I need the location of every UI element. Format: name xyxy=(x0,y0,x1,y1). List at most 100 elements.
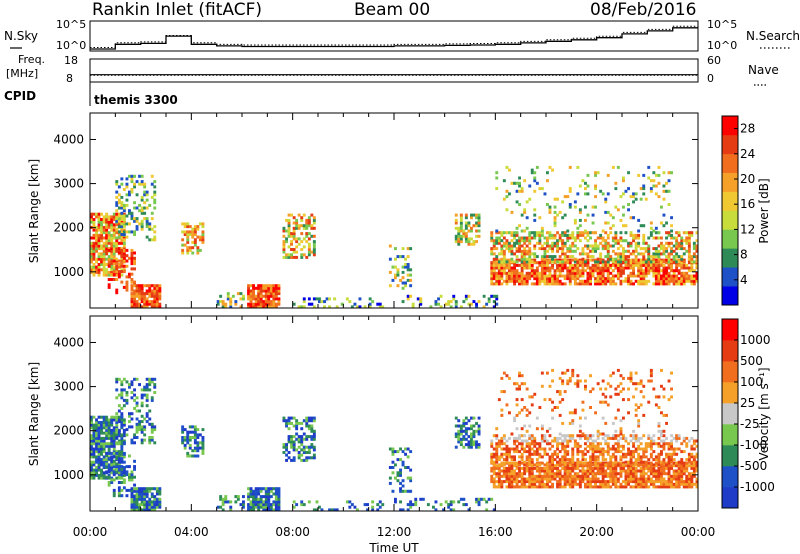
data-cell xyxy=(670,452,673,456)
data-cell xyxy=(110,421,114,424)
data-cell xyxy=(120,488,124,492)
data-cell xyxy=(629,439,633,443)
data-cell xyxy=(649,464,653,468)
data-cell xyxy=(667,263,671,267)
data-cell xyxy=(632,269,635,273)
data-cell xyxy=(553,255,557,259)
data-cell xyxy=(695,231,699,235)
data-cell xyxy=(133,300,136,304)
data-cell xyxy=(647,444,651,448)
data-cell xyxy=(153,441,157,445)
data-cell xyxy=(606,260,610,264)
data-cell xyxy=(454,432,458,436)
data-cell xyxy=(467,508,471,512)
data-cell xyxy=(594,472,597,476)
data-cell xyxy=(143,417,147,421)
data-cell xyxy=(551,455,554,459)
data-cell xyxy=(274,292,278,296)
data-cell xyxy=(490,282,494,286)
data-cell xyxy=(657,480,661,484)
data-cell xyxy=(513,469,516,473)
data-cell xyxy=(239,292,243,296)
data-cell xyxy=(138,222,141,226)
data-cell xyxy=(447,503,451,507)
data-cell xyxy=(150,174,154,178)
data-cell xyxy=(578,279,582,283)
data-cell xyxy=(548,261,552,265)
data-cell xyxy=(92,452,96,456)
data-cell xyxy=(153,286,157,290)
data-cell xyxy=(125,259,129,263)
data-cell xyxy=(695,257,699,261)
data-cell xyxy=(252,495,255,499)
data-cell xyxy=(505,263,509,267)
data-cell xyxy=(520,466,524,470)
data-cell xyxy=(662,444,666,448)
data-cell xyxy=(295,448,299,452)
data-cell xyxy=(112,231,116,235)
data-cell xyxy=(135,305,139,309)
data-cell xyxy=(497,472,501,476)
data-cell xyxy=(128,454,131,458)
data-cell xyxy=(300,216,304,220)
data-cell xyxy=(188,230,192,234)
data-cell xyxy=(637,241,641,245)
data-cell xyxy=(264,508,268,512)
data-cell xyxy=(470,237,473,241)
data-cell xyxy=(551,472,554,476)
data-cell xyxy=(95,247,98,251)
data-cell xyxy=(528,241,532,245)
data-cell xyxy=(553,464,557,468)
data-cell xyxy=(543,434,547,438)
colorbar-segment xyxy=(722,153,738,173)
data-cell xyxy=(690,485,694,489)
data-cell xyxy=(462,229,466,233)
data-cell xyxy=(282,250,286,254)
data-cell xyxy=(282,245,286,249)
data-cell xyxy=(120,418,124,422)
data-cell xyxy=(259,286,263,290)
data-cell xyxy=(624,455,628,459)
data-cell xyxy=(100,244,103,248)
data-cell xyxy=(561,463,565,467)
data-cell xyxy=(677,482,681,486)
data-cell xyxy=(305,232,309,236)
data-cell xyxy=(274,495,278,499)
data-cell xyxy=(561,266,565,270)
data-cell xyxy=(117,251,121,255)
data-cell xyxy=(267,289,271,293)
data-cell xyxy=(594,171,597,175)
data-cell xyxy=(229,505,233,509)
data-cell xyxy=(115,428,119,432)
data-cell xyxy=(644,266,648,270)
data-cell xyxy=(616,485,620,489)
data-cell xyxy=(672,482,676,486)
data-cell xyxy=(518,244,521,248)
data-cell xyxy=(546,239,549,243)
data-cell xyxy=(153,305,157,309)
data-cell xyxy=(662,464,666,468)
data-cell xyxy=(548,282,552,286)
data-cell xyxy=(690,269,694,273)
data-cell xyxy=(117,247,121,251)
data-cell xyxy=(573,236,577,240)
data-cell xyxy=(611,224,615,228)
data-cell xyxy=(654,477,658,481)
data-cell xyxy=(530,480,534,484)
data-cell xyxy=(122,256,126,260)
data-cell xyxy=(110,247,114,251)
data-cell xyxy=(505,403,509,407)
data-cell xyxy=(508,231,511,235)
data-cell xyxy=(576,231,580,235)
data-cell xyxy=(540,226,544,230)
data-cell xyxy=(660,221,663,225)
data-cell xyxy=(505,450,509,454)
data-cell xyxy=(130,417,134,421)
data-cell xyxy=(401,460,405,464)
data-cell xyxy=(102,236,106,240)
data-cell xyxy=(566,260,570,264)
data-cell xyxy=(533,450,537,454)
data-cell xyxy=(130,475,134,479)
nsearch-label: N.Search xyxy=(746,29,800,43)
data-cell xyxy=(639,224,643,228)
